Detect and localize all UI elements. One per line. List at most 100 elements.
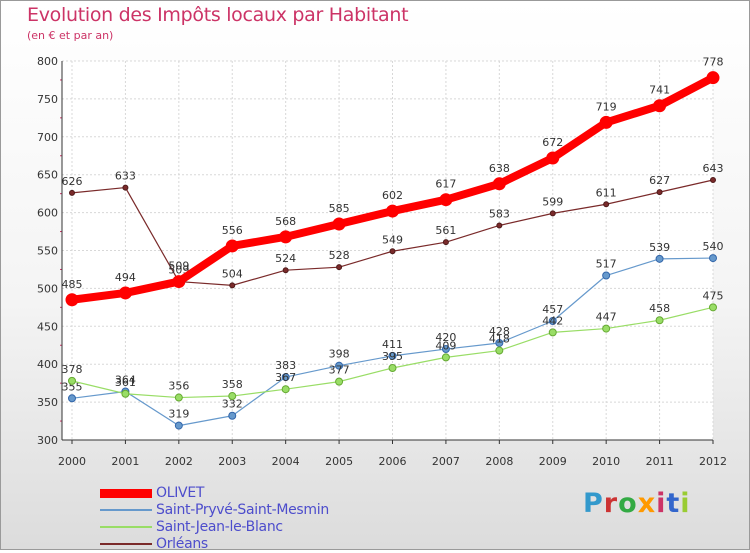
logo-letter: r — [603, 488, 619, 519]
data-point — [706, 71, 720, 85]
data-point — [386, 204, 399, 218]
data-label: 509 — [168, 260, 189, 273]
data-label: 494 — [115, 271, 136, 284]
data-label: 540 — [703, 240, 724, 253]
data-point — [656, 189, 663, 196]
y-tick-label: 650 — [37, 169, 58, 182]
legend-item: Saint-Jean-le-Blanc — [100, 519, 400, 536]
data-label: 633 — [115, 170, 136, 183]
data-label: 504 — [222, 267, 243, 280]
data-point — [389, 248, 396, 255]
data-label: 332 — [222, 398, 243, 411]
data-point — [69, 189, 75, 196]
data-label: 428 — [489, 325, 510, 338]
y-tick-label: 750 — [37, 93, 58, 106]
logo-letter: i — [680, 488, 691, 519]
logo-letter: x — [637, 488, 657, 519]
data-point — [495, 346, 504, 355]
x-tick-label: 2002 — [165, 455, 193, 468]
data-point — [653, 99, 667, 113]
legend-item: Orléans — [100, 536, 400, 553]
data-label: 643 — [703, 162, 724, 175]
data-point — [229, 282, 236, 289]
data-label: 626 — [62, 175, 83, 188]
x-tick-label: 2010 — [592, 455, 620, 468]
data-point — [655, 316, 664, 325]
data-point — [332, 217, 346, 231]
data-point — [121, 389, 130, 398]
data-point — [602, 271, 611, 280]
data-label: 442 — [542, 314, 563, 327]
axes: 300 350 400 450 500 550 600 650 700 750 800 2000 200… — [37, 55, 727, 468]
data-point — [174, 421, 183, 430]
data-label: 585 — [329, 202, 350, 215]
x-tick-label: 2001 — [111, 455, 139, 468]
data-label: 524 — [275, 252, 296, 265]
data-point — [279, 230, 293, 244]
data-label: 475 — [703, 289, 724, 302]
data-point — [172, 275, 186, 289]
y-tick-label: 800 — [37, 55, 58, 68]
legend-swatch — [100, 488, 152, 498]
data-point — [709, 303, 717, 312]
logo-letter: i — [656, 488, 667, 519]
logo-letter: t — [666, 488, 681, 519]
legend-swatch — [100, 543, 152, 545]
data-label: 778 — [703, 56, 724, 69]
data-point — [388, 351, 397, 360]
data-point — [548, 328, 557, 337]
data-point — [546, 151, 560, 165]
y-tick-label: 500 — [37, 282, 58, 295]
x-tick-label: 2009 — [539, 455, 567, 468]
data-label: 447 — [596, 311, 617, 324]
data-label: 561 — [435, 224, 456, 237]
proxiti-logo: Proxiti — [583, 488, 691, 519]
data-label: 458 — [649, 302, 670, 315]
data-point — [335, 377, 344, 386]
data-point — [599, 115, 613, 129]
data-label: 611 — [596, 186, 617, 199]
data-label: 599 — [542, 195, 563, 208]
data-point — [442, 239, 449, 246]
data-label: 583 — [489, 207, 510, 220]
data-label: 395 — [382, 350, 403, 363]
series-saint-jean-le-blanc: 378 361 356 358 367 377 395 409 418 442 447 458 475 — [62, 289, 724, 402]
data-point — [281, 373, 290, 382]
data-label: 378 — [62, 363, 83, 376]
data-label: 672 — [542, 136, 563, 149]
data-label: 549 — [382, 233, 403, 246]
legend-label: OLIVET — [156, 485, 205, 501]
data-point — [603, 201, 610, 208]
data-point — [492, 177, 506, 191]
data-point — [441, 353, 450, 362]
data-point — [281, 385, 290, 394]
x-tick-label: 2007 — [432, 455, 460, 468]
data-label: 411 — [382, 338, 403, 351]
x-tick-label: 2000 — [58, 455, 86, 468]
data-point — [710, 177, 716, 184]
data-label: 539 — [649, 241, 670, 254]
legend-swatch — [100, 509, 152, 511]
data-point — [68, 394, 76, 403]
data-point — [709, 254, 717, 263]
data-label: 383 — [275, 359, 296, 372]
data-point — [68, 376, 76, 385]
data-point — [282, 267, 289, 274]
data-label: 602 — [382, 189, 403, 202]
legend-label: Orléans — [156, 536, 208, 552]
y-tick-label: 700 — [37, 131, 58, 144]
data-label: 319 — [168, 408, 189, 421]
data-label: 356 — [168, 380, 189, 393]
data-point — [122, 184, 129, 191]
chart-subtitle: (en € et par an) — [27, 29, 114, 42]
data-label: 457 — [542, 303, 563, 316]
legend-label: Saint-Jean-le-Blanc — [156, 519, 283, 535]
x-tick-label: 2012 — [699, 455, 727, 468]
series-olivet: 485 494 509 556 568 585 602 617 638 672 719 741 778 — [62, 56, 724, 307]
data-label: 517 — [596, 258, 617, 271]
chart-title: Evolution des Impôts locaux par Habitant — [27, 4, 409, 26]
data-point — [441, 345, 450, 354]
logo-letter: o — [618, 488, 638, 519]
data-label: 528 — [329, 249, 350, 262]
